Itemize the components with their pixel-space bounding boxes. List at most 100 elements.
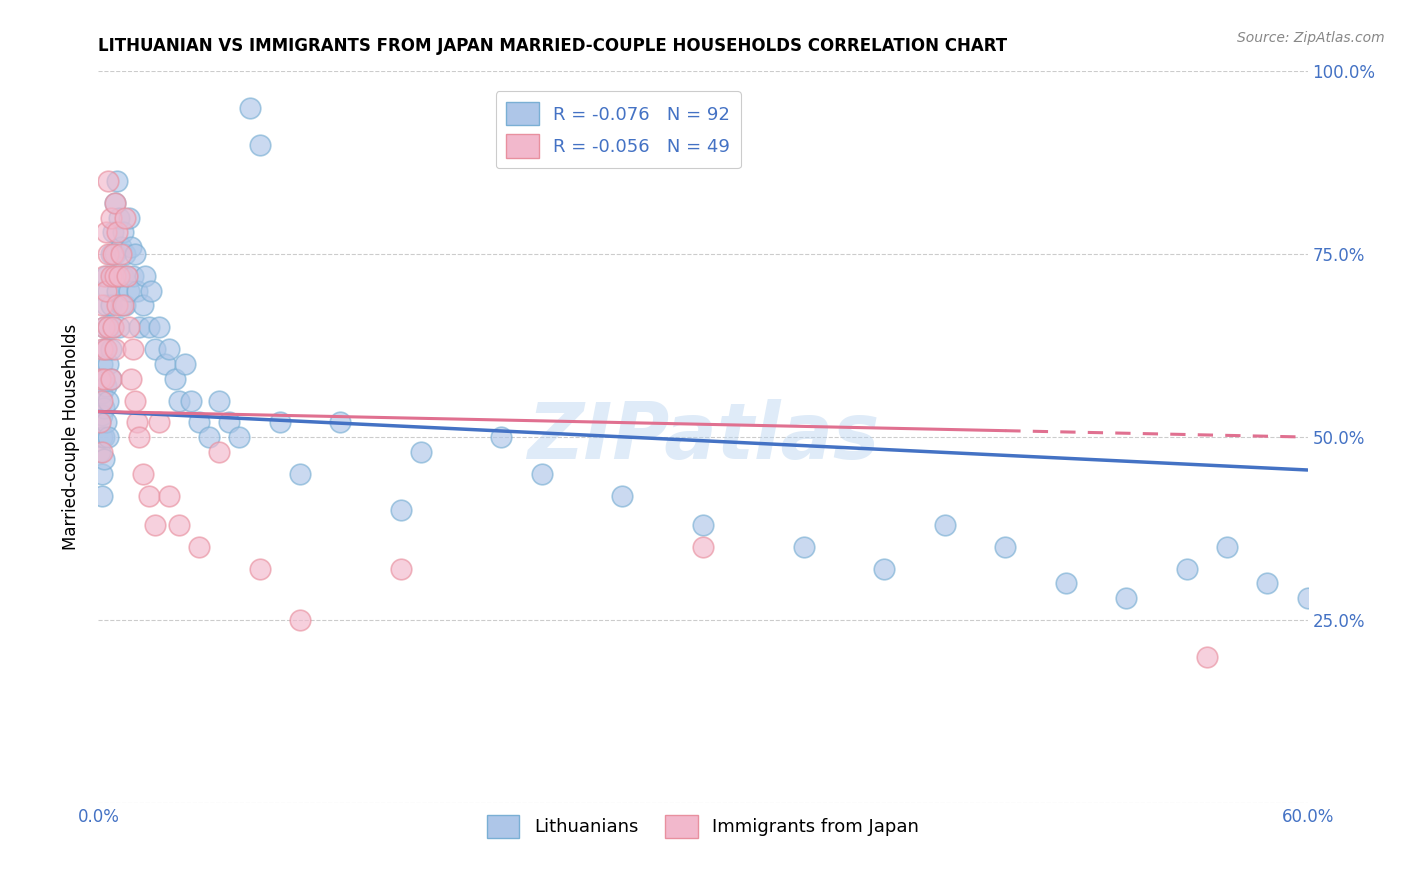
Point (115, 269, 138, 284)
Point (89, 416, 111, 430)
Point (100, 247, 122, 261)
Point (91, 298, 114, 312)
Point (1216, 540, 1239, 554)
Point (1296, 591, 1319, 605)
Point (114, 298, 136, 312)
Point (111, 269, 134, 284)
Point (100, 343, 122, 357)
Point (228, 430, 250, 444)
Point (125, 284, 148, 298)
Point (97, 320, 120, 334)
Point (96, 298, 118, 312)
Point (148, 320, 170, 334)
Point (89, 416, 111, 430)
Point (180, 393, 202, 408)
Point (103, 196, 125, 211)
Point (120, 240, 142, 254)
Point (612, 489, 634, 503)
Point (101, 320, 124, 334)
Point (101, 225, 124, 239)
Point (114, 247, 136, 261)
Point (107, 269, 129, 284)
Point (97, 284, 120, 298)
Point (163, 371, 186, 385)
Point (110, 298, 132, 312)
Point (288, 467, 311, 481)
Point (157, 343, 180, 357)
Point (118, 320, 141, 334)
Point (125, 416, 148, 430)
Point (91, 343, 114, 357)
Point (110, 247, 132, 261)
Point (96, 284, 118, 298)
Point (91, 489, 114, 503)
Point (105, 174, 128, 188)
Point (97, 357, 120, 371)
Point (218, 416, 240, 430)
Point (138, 489, 160, 503)
Point (100, 269, 122, 284)
Point (208, 393, 231, 408)
Point (107, 211, 129, 225)
Point (114, 211, 136, 225)
Point (93, 371, 115, 385)
Point (124, 247, 146, 261)
Point (107, 269, 129, 284)
Point (121, 269, 143, 284)
Point (132, 467, 155, 481)
Point (1256, 576, 1278, 591)
Point (91, 444, 114, 458)
Point (103, 247, 125, 261)
Point (93, 320, 115, 334)
Point (138, 320, 160, 334)
Point (93, 343, 115, 357)
Point (93, 269, 115, 284)
Point (118, 284, 141, 298)
Point (174, 357, 197, 371)
Point (111, 225, 134, 239)
Point (249, 137, 271, 152)
Point (103, 196, 125, 211)
Point (100, 371, 122, 385)
Point (409, 444, 432, 458)
Point (101, 320, 124, 334)
Point (96, 343, 118, 357)
Point (101, 247, 124, 261)
Text: ZIPatlas: ZIPatlas (527, 399, 879, 475)
Point (96, 416, 118, 430)
Point (103, 343, 125, 357)
Point (107, 320, 129, 334)
Point (103, 269, 125, 284)
Point (91, 430, 114, 444)
Point (89, 444, 111, 458)
Point (389, 562, 412, 576)
Text: LITHUANIAN VS IMMIGRANTS FROM JAPAN MARRIED-COUPLE HOUSEHOLDS CORRELATION CHART: LITHUANIAN VS IMMIGRANTS FROM JAPAN MARR… (98, 37, 1008, 54)
Point (93, 430, 115, 444)
Point (93, 320, 115, 334)
Point (1054, 576, 1077, 591)
Point (139, 284, 162, 298)
Point (143, 343, 166, 357)
Point (97, 174, 120, 188)
Point (121, 343, 143, 357)
Point (793, 540, 815, 554)
Point (93, 401, 115, 415)
Point (530, 467, 553, 481)
Point (89, 371, 111, 385)
Point (97, 320, 120, 334)
Point (91, 467, 114, 481)
Point (96, 225, 118, 239)
Point (188, 540, 211, 554)
Point (198, 430, 221, 444)
Point (692, 540, 714, 554)
Point (167, 393, 190, 408)
Point (692, 517, 714, 532)
Point (873, 562, 896, 576)
Point (101, 269, 124, 284)
Point (132, 298, 155, 312)
Point (97, 430, 120, 444)
Point (269, 416, 291, 430)
Point (91, 393, 114, 408)
Point (208, 444, 231, 458)
Point (91, 408, 114, 422)
